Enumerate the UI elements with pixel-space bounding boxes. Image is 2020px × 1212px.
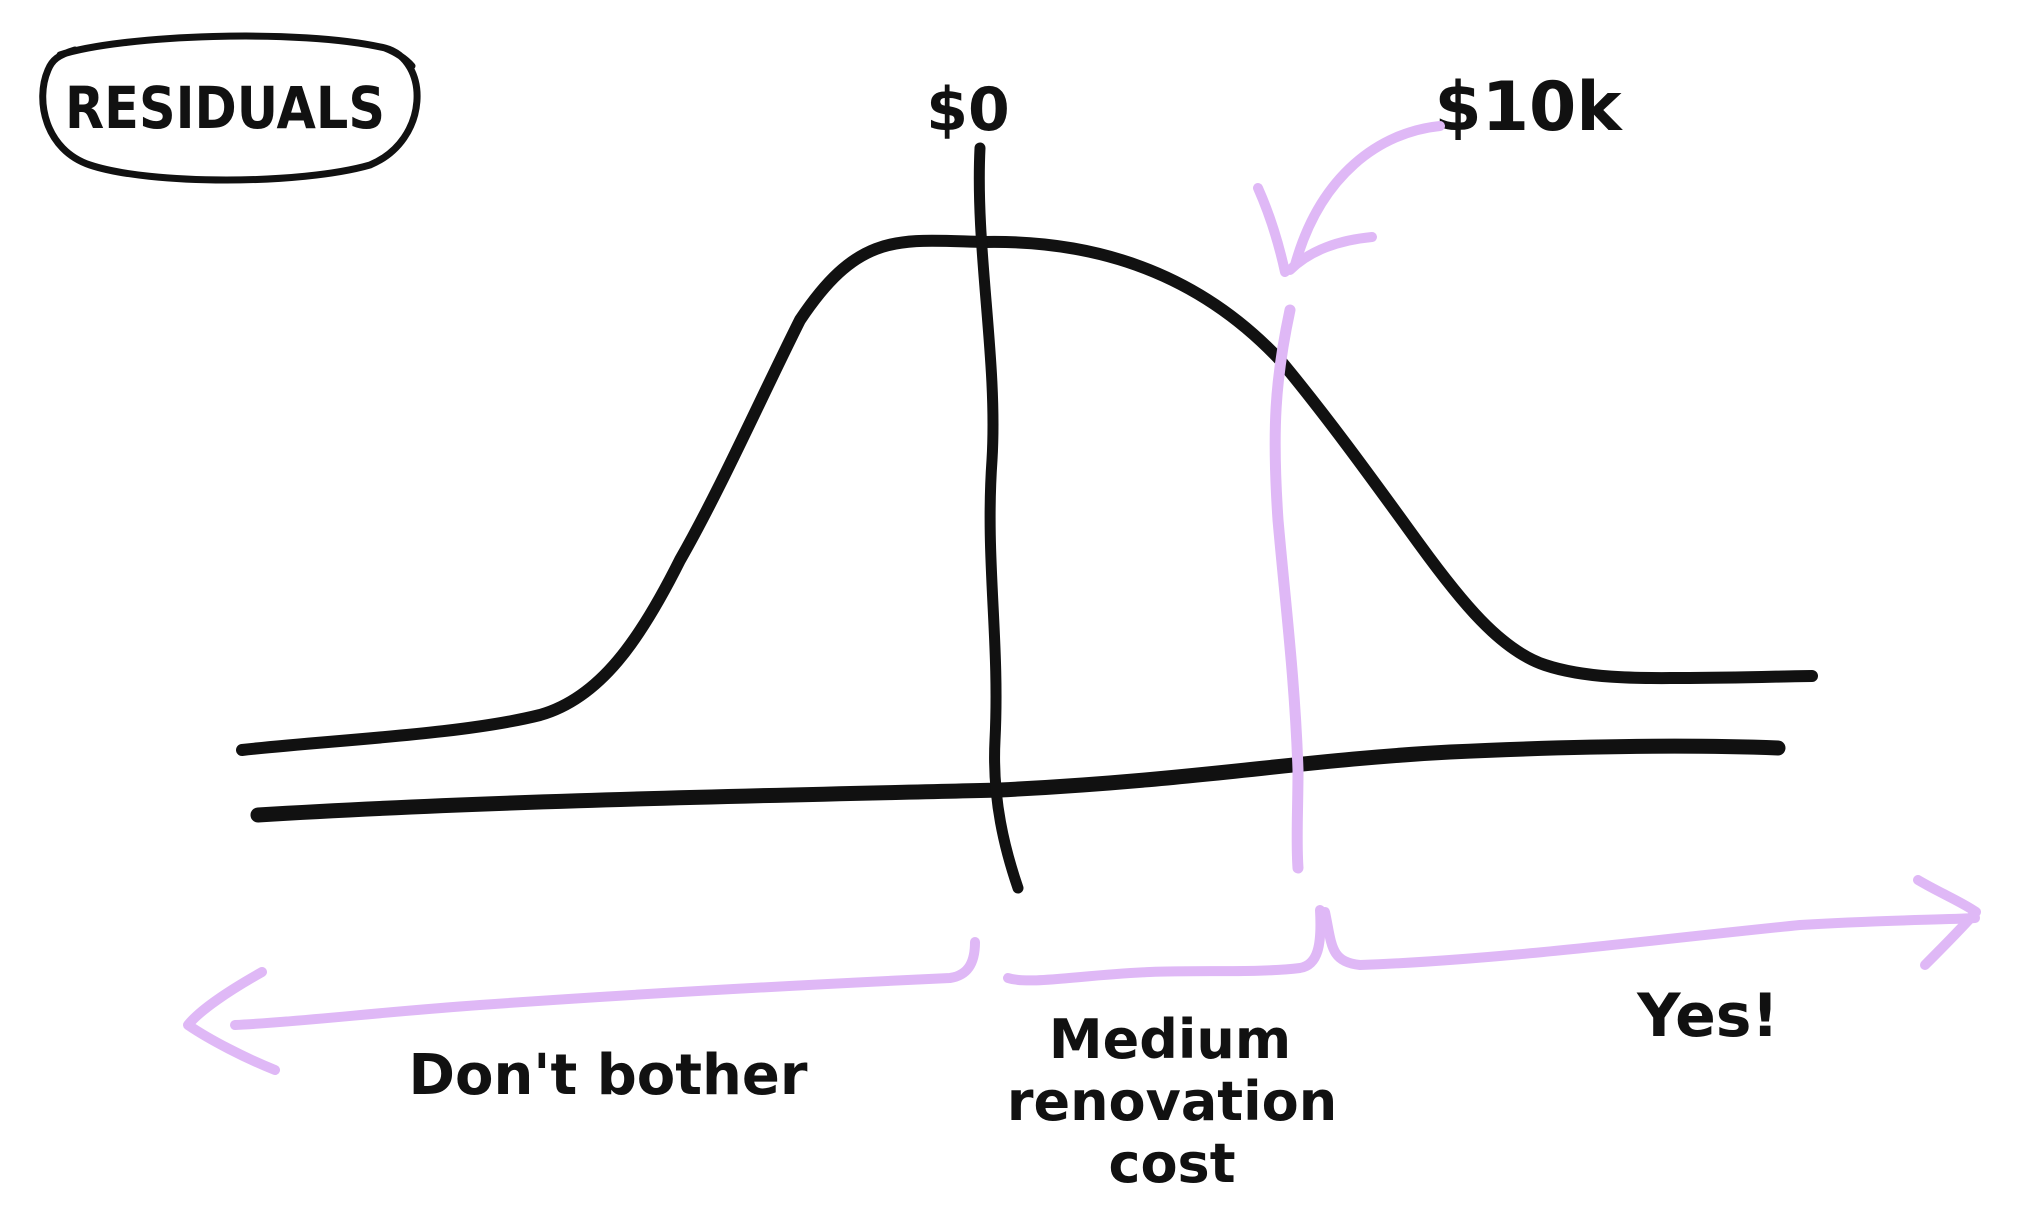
right-zone-arrow bbox=[1320, 875, 1981, 970]
ten-k-label: $10k bbox=[1434, 68, 1623, 147]
badge-outline bbox=[39, 32, 421, 184]
left-zone-arrow bbox=[183, 937, 980, 1075]
right-zone-label: Yes! bbox=[1636, 981, 1779, 1051]
middle-zone-label-line2: renovation bbox=[1007, 1070, 1337, 1133]
middle-zone-label-line1: Medium bbox=[1049, 1008, 1291, 1071]
zero-label: $0 bbox=[926, 75, 1010, 145]
ten-k-pointer-arrow bbox=[1253, 121, 1445, 277]
residuals-badge: RESIDUALS bbox=[39, 32, 421, 184]
badge-label: RESIDUALS bbox=[65, 74, 385, 142]
baseline-axis bbox=[250, 738, 1786, 823]
medium-zone-bracket bbox=[1003, 905, 1326, 986]
left-zone-label: Don't bother bbox=[408, 1043, 807, 1108]
middle-zone-label-line3: cost bbox=[1108, 1132, 1235, 1195]
zero-divider bbox=[973, 142, 1024, 894]
bell-curve bbox=[236, 234, 1818, 756]
ten-k-divider bbox=[1269, 304, 1304, 874]
